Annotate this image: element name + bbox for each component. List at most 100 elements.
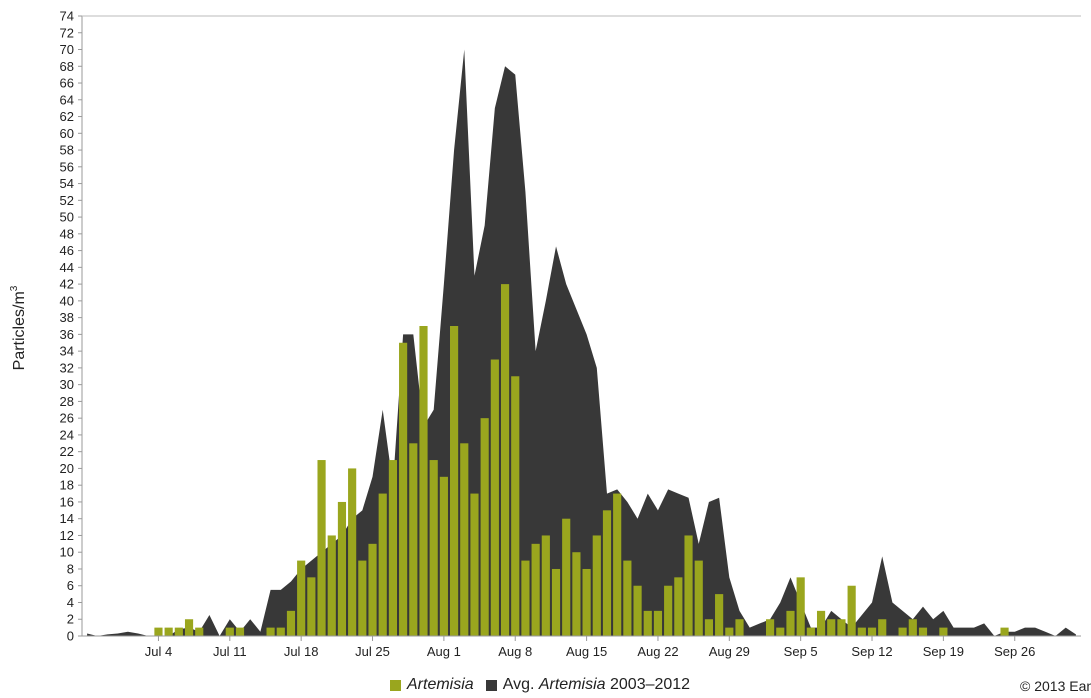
artemisia-bar [409, 443, 418, 636]
pollen-chart: 0246810121416182022242628303234363840424… [9, 9, 1081, 659]
artemisia-bar [806, 627, 815, 636]
artemisia-bar [286, 610, 296, 636]
artemisia-bar [399, 342, 408, 636]
artemisia-bar [725, 627, 734, 636]
artemisia-bar [470, 493, 479, 636]
artemisia-bar [827, 619, 836, 636]
artemisia-bar [317, 460, 326, 636]
area-layer [87, 49, 1076, 636]
artemisia-bar [623, 560, 632, 636]
copyright-notice: © 2013 Ean [1020, 678, 1091, 694]
artemisia-bar [307, 577, 316, 636]
y-tick-label: 54 [60, 176, 74, 191]
artemisia-bar [195, 627, 204, 636]
y-tick-label: 26 [60, 411, 74, 426]
artemisia-bar [480, 418, 489, 636]
y-tick-label: 42 [60, 277, 74, 292]
artemisia-bar [878, 619, 887, 636]
x-tick-label: Aug 8 [498, 644, 532, 659]
artemisia-bar [500, 284, 510, 636]
artemisia-bar [613, 493, 622, 636]
legend-swatch-average [485, 679, 497, 691]
y-tick-labels: 0246810121416182022242628303234363840424… [60, 9, 74, 644]
y-tick-label: 10 [60, 545, 74, 560]
artemisia-bar [327, 535, 336, 636]
artemisia-bar [276, 627, 285, 636]
y-tick-label: 24 [60, 427, 74, 442]
artemisia-bar [235, 627, 245, 636]
y-tick-label: 6 [67, 578, 74, 593]
artemisia-bar [450, 326, 459, 636]
artemisia-bar [786, 610, 795, 636]
legend: Artemisia Avg. Artemisia 2003–2012 [390, 676, 702, 694]
legend-swatch-artemisia [390, 679, 401, 691]
x-tick-label: Aug 1 [427, 644, 461, 659]
artemisia-bar [174, 627, 183, 636]
y-tick-label: 40 [60, 293, 74, 308]
y-tick-label: 16 [60, 494, 74, 509]
y-tick-label: 52 [60, 193, 74, 208]
y-tick-label: 72 [60, 25, 74, 40]
x-tick-label: Aug 15 [566, 644, 607, 659]
artemisia-bar [918, 627, 928, 636]
artemisia-bar [684, 535, 693, 636]
artemisia-bar [796, 577, 805, 636]
y-tick-label: 56 [60, 159, 74, 174]
artemisia-bar [674, 577, 683, 636]
artemisia-bar [337, 501, 347, 636]
artemisia-bar [266, 627, 275, 636]
y-tick-label: 14 [60, 511, 74, 526]
artemisia-bar [368, 543, 377, 636]
y-tick-label: 8 [67, 561, 74, 576]
artemisia-bar [908, 619, 917, 636]
x-tick-label: Aug 29 [709, 644, 750, 659]
x-tick-labels: Jul 4 Jul 11 Jul 18 Jul 25 Aug 1 Aug 8 Aug 15 A… [145, 644, 1036, 659]
artemisia-bar [562, 518, 571, 636]
artemisia-bar [857, 627, 866, 636]
y-tick-label: 20 [60, 461, 74, 476]
average-area-series [87, 49, 1076, 636]
x-tick-label: Sep 19 [923, 644, 964, 659]
y-tick-label: 74 [60, 9, 74, 24]
artemisia-bar [521, 560, 530, 636]
y-tick-label: 62 [60, 109, 74, 124]
x-tick-label: Jul 18 [284, 644, 319, 659]
artemisia-bar [582, 568, 591, 636]
artemisia-bar [704, 619, 714, 636]
y-tick-label: 46 [60, 243, 74, 258]
artemisia-bar [847, 585, 856, 636]
artemisia-bar [939, 627, 948, 636]
y-tick-label: 64 [60, 92, 74, 107]
artemisia-bar [551, 568, 561, 636]
artemisia-bar [664, 585, 673, 636]
artemisia-bar [297, 560, 306, 636]
legend-item-artemisia: Artemisia [390, 676, 474, 694]
y-axis-title: Particles/m3 [9, 285, 28, 370]
artemisia-bar [460, 443, 469, 636]
y-tick-label: 66 [60, 76, 74, 91]
y-tick-label: 44 [60, 260, 74, 275]
artemisia-bar [225, 627, 234, 636]
legend-label-average-suffix: 2003–2012 [605, 676, 691, 693]
artemisia-bar [531, 543, 540, 636]
y-tick-label: 58 [60, 143, 74, 158]
y-tick-label: 68 [60, 59, 74, 74]
axes-layer [78, 15, 1081, 641]
artemisia-bar [715, 594, 724, 636]
artemisia-bar [735, 619, 744, 636]
artemisia-bar [694, 560, 703, 636]
y-tick-label: 34 [60, 344, 74, 359]
artemisia-bar [816, 610, 826, 636]
artemisia-bar [572, 552, 581, 636]
artemisia-bar [358, 560, 367, 636]
artemisia-bar [429, 460, 438, 636]
legend-label-artemisia: Artemisia [407, 676, 474, 693]
y-tick-label: 12 [60, 528, 74, 543]
y-tick-label: 18 [60, 478, 74, 493]
artemisia-bar [766, 619, 775, 636]
artemisia-bar [164, 627, 173, 636]
y-tick-label: 50 [60, 210, 74, 225]
artemisia-bar [541, 535, 550, 636]
x-tick-label: Jul 11 [213, 644, 247, 659]
y-tick-label: 70 [60, 42, 74, 57]
